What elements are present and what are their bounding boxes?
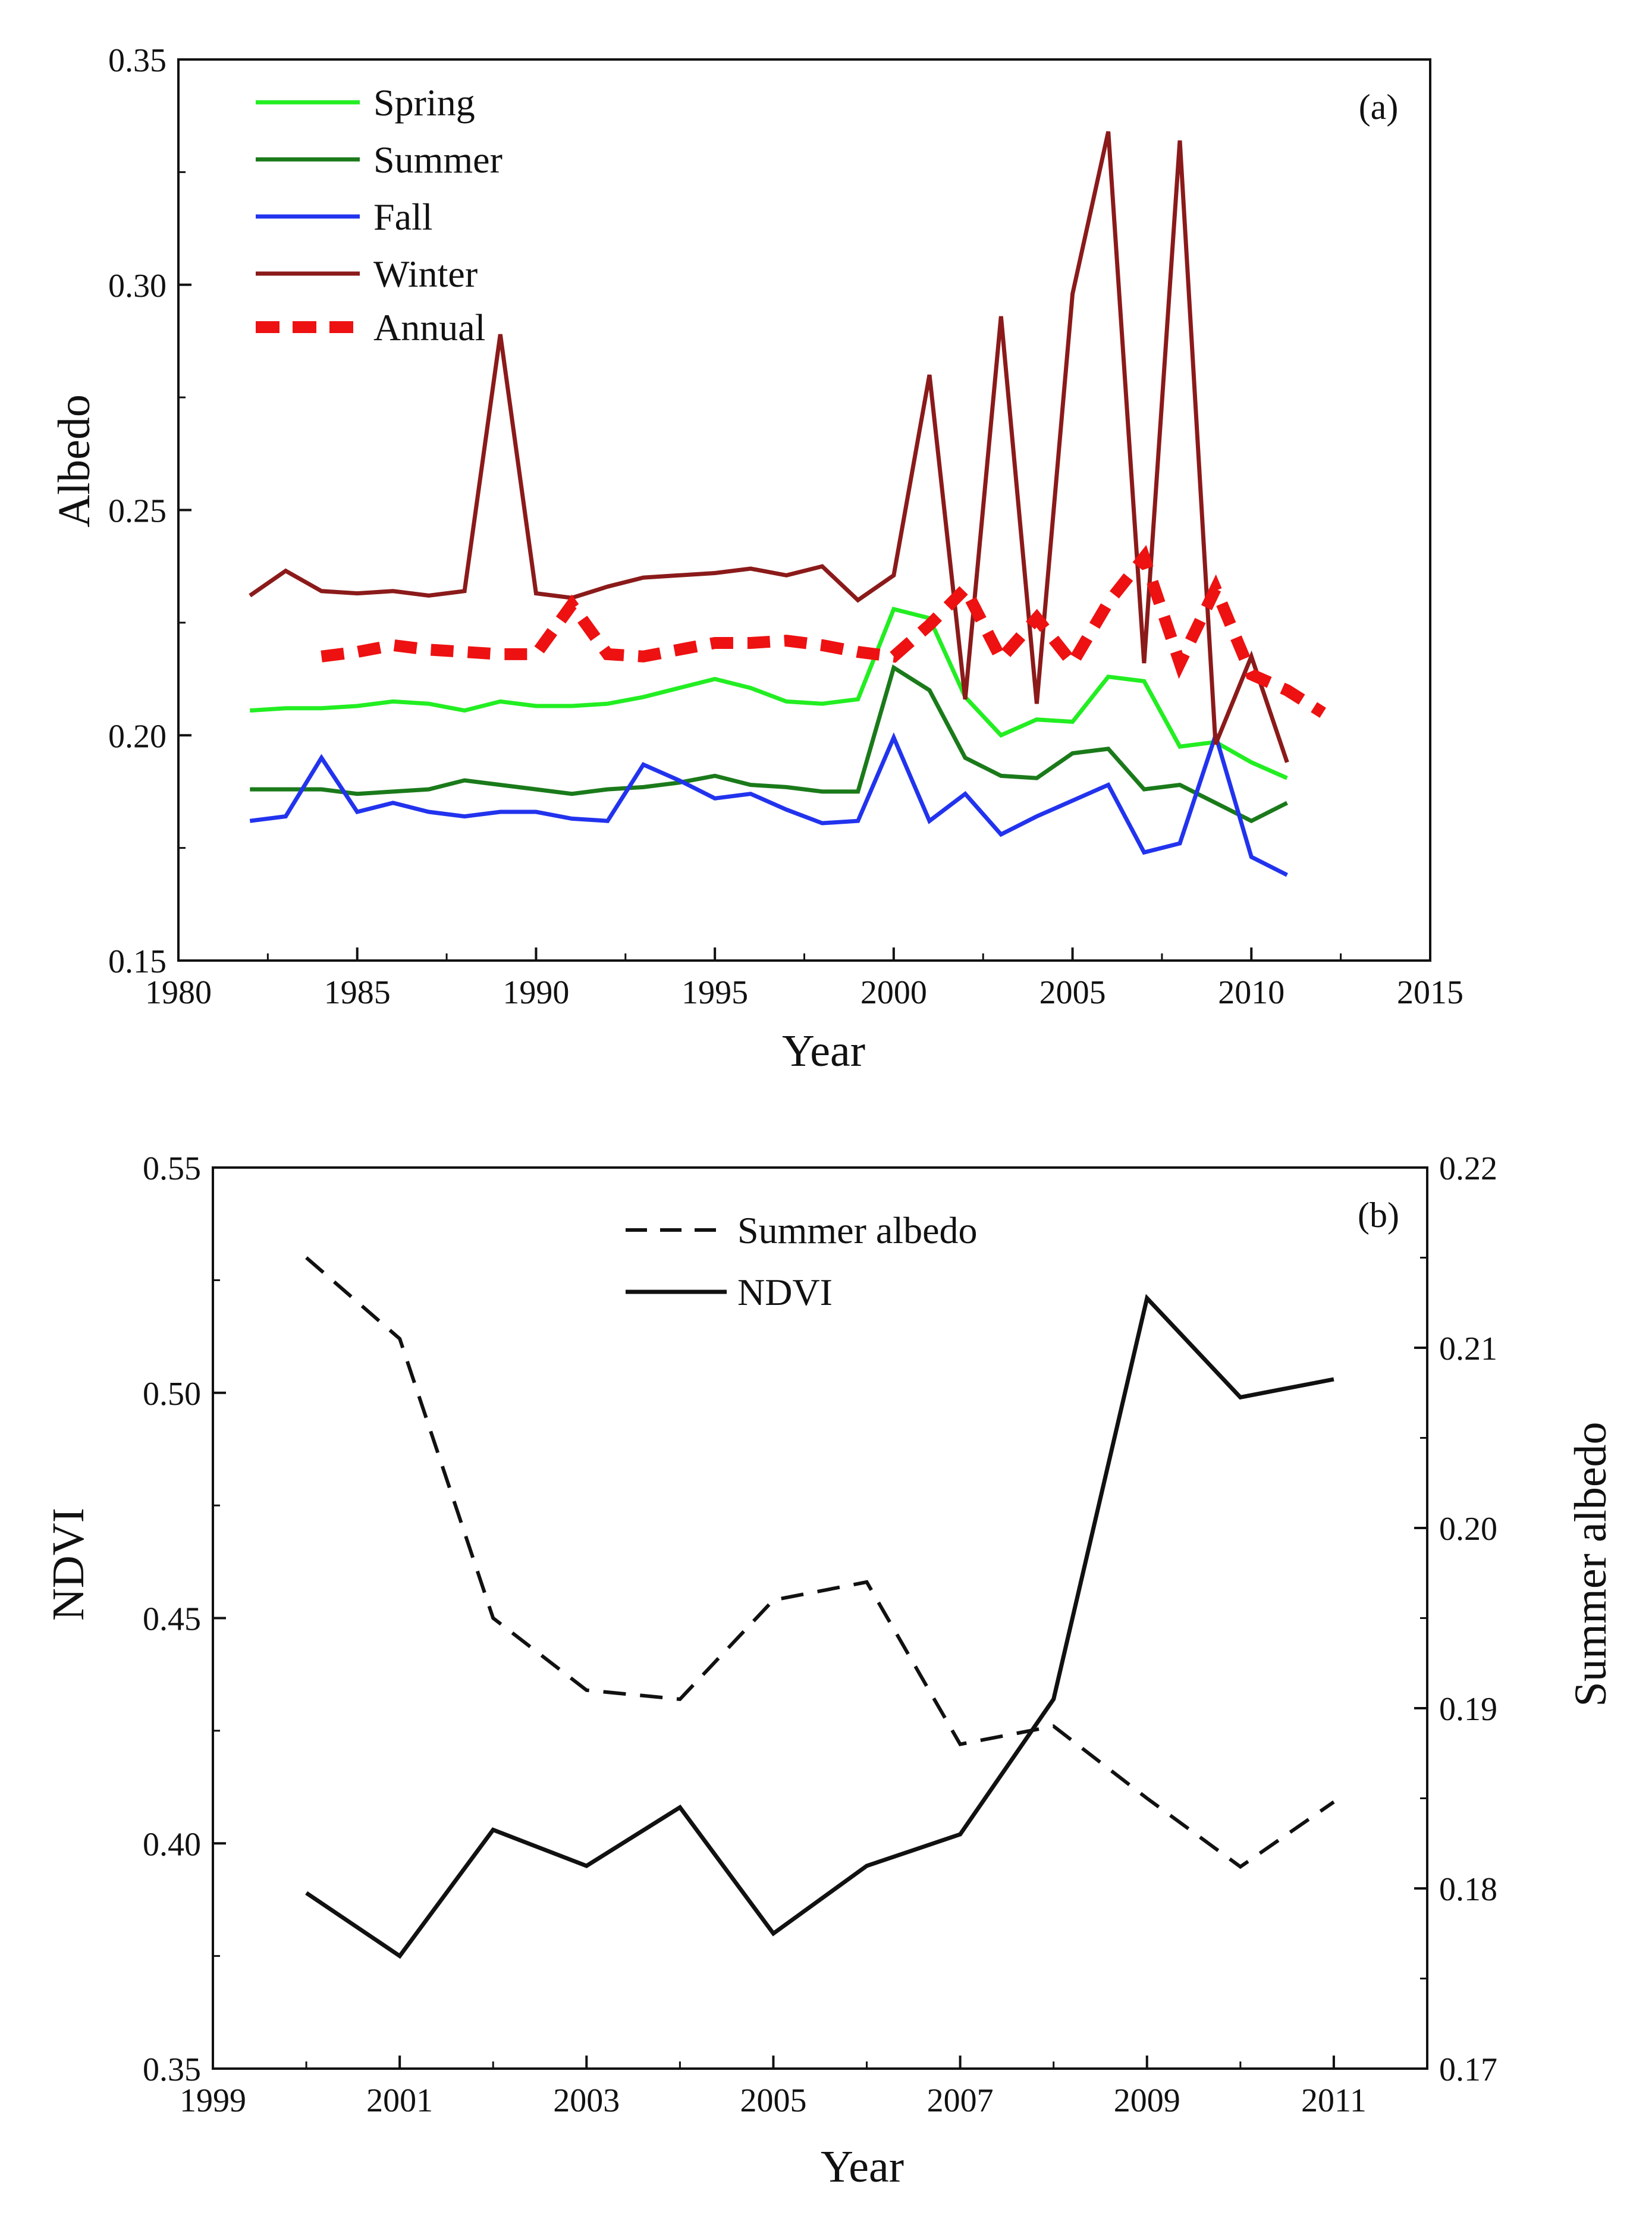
- chart-b-legend-label-ndvi: NDVI: [737, 1271, 833, 1313]
- chart-b-xtick-label-2009: 2009: [1114, 2082, 1180, 2119]
- chart-a-xtick-label-2010: 2010: [1218, 974, 1284, 1011]
- chart-a-xtick-label-2000: 2000: [860, 974, 927, 1011]
- chart-b-xtick-label-2003: 2003: [553, 2082, 620, 2119]
- chart-a-ytick-label: 0.20: [108, 718, 167, 755]
- chart-b-y2tick-label: 0.21: [1439, 1331, 1497, 1367]
- chart-b-y2tick-label: 0.17: [1439, 2051, 1497, 2088]
- chart-b-y2label: Summer albedo: [1566, 1422, 1616, 1706]
- chart-b-ytick-label: 0.35: [143, 2051, 201, 2088]
- chart-a-ylabel: Albedo: [49, 394, 99, 528]
- chart-a-series-spring: [250, 606, 1288, 780]
- chart-a-ytick-label: 0.30: [108, 268, 167, 305]
- chart-a-ytick-label: 0.35: [108, 42, 167, 79]
- chart-b-legend-label-summer-albedo: Summer albedo: [737, 1209, 977, 1251]
- chart-a-xlabel: Year: [782, 1026, 865, 1076]
- chart-a-ytick-label: 0.15: [108, 943, 167, 980]
- chart-a-xtick-label-2015: 2015: [1397, 974, 1463, 1011]
- chart-b-xlabel: Year: [821, 2142, 904, 2192]
- chart-a-series-summer: [250, 664, 1288, 824]
- chart-a-legend-label-spring: Spring: [373, 81, 475, 124]
- chart-a-xtick-label-1980: 1980: [145, 974, 212, 1011]
- chart-a-series-winter: [249, 131, 1289, 763]
- chart-a-legend-label-summer: Summer: [373, 139, 502, 181]
- chart-b-axes-layer: 1999 2001 2003 2005 2007 2009 2011 0.35 0.40 0.45…: [143, 1150, 1497, 2119]
- chart-a-series-fall: [249, 728, 1288, 877]
- chart-a-axes-layer: 1980 1985 1990 1995 2000 2005 2010 2015 0.15 0.20…: [108, 42, 1463, 1011]
- chart-a-series-annual: [321, 545, 1326, 718]
- chart-a-xtick-label-2005: 2005: [1039, 974, 1106, 1011]
- chart-a: 1980 1985 1990 1995 2000 2005 2010 2015 0.15 0.20…: [49, 42, 1463, 1076]
- chart-b-ylabel: NDVI: [43, 1508, 93, 1621]
- chart-b-ytick-label: 0.50: [143, 1376, 201, 1413]
- chart-b-legend: Summer albedo NDVI: [626, 1209, 977, 1313]
- chart-a-series-layer: [249, 131, 1326, 877]
- chart-b-xtick-label-1999: 1999: [180, 2082, 246, 2119]
- chart-a-legend-label-fall: Fall: [373, 196, 433, 238]
- chart-a-panel-label: (a): [1359, 87, 1399, 127]
- chart-b-xtick-label-2005: 2005: [740, 2082, 806, 2119]
- chart-a-xtick-label-1985: 1985: [324, 974, 391, 1011]
- chart-b-xtick-label-2007: 2007: [927, 2082, 994, 2119]
- chart-a-legend-label-winter: Winter: [373, 253, 478, 295]
- chart-b: 1999 2001 2003 2005 2007 2009 2011 0.35 0.40 0.45…: [43, 1150, 1616, 2192]
- chart-a-legend: Spring Summer Fall Winter Annual: [256, 81, 502, 349]
- chart-b-ytick-label: 0.55: [143, 1150, 201, 1187]
- chart-b-y2tick-label: 0.18: [1439, 1871, 1497, 1908]
- chart-b-ytick-label: 0.45: [143, 1601, 201, 1638]
- chart-b-panel-label: (b): [1358, 1195, 1399, 1235]
- chart-b-y2tick-label: 0.22: [1439, 1150, 1497, 1187]
- chart-b-series-layer: [305, 1256, 1335, 1959]
- chart-a-xtick-label-1990: 1990: [502, 974, 569, 1011]
- chart-a-ytick-label: 0.25: [108, 493, 167, 530]
- chart-b-xtick-label-2001: 2001: [366, 2082, 433, 2119]
- chart-a-legend-label-annual: Annual: [373, 306, 485, 349]
- chart-b-ytick-label: 0.40: [143, 1826, 201, 1863]
- chart-b-xtick-label-2011: 2011: [1301, 2082, 1367, 2119]
- chart-b-y2tick-label: 0.19: [1439, 1691, 1497, 1728]
- chart-b-y2tick-label: 0.20: [1439, 1511, 1497, 1548]
- chart-a-xtick-label-1995: 1995: [681, 974, 748, 1011]
- chart-b-series-ndvi: [305, 1294, 1334, 1959]
- chart-b-series-summer-albedo: [305, 1256, 1335, 1869]
